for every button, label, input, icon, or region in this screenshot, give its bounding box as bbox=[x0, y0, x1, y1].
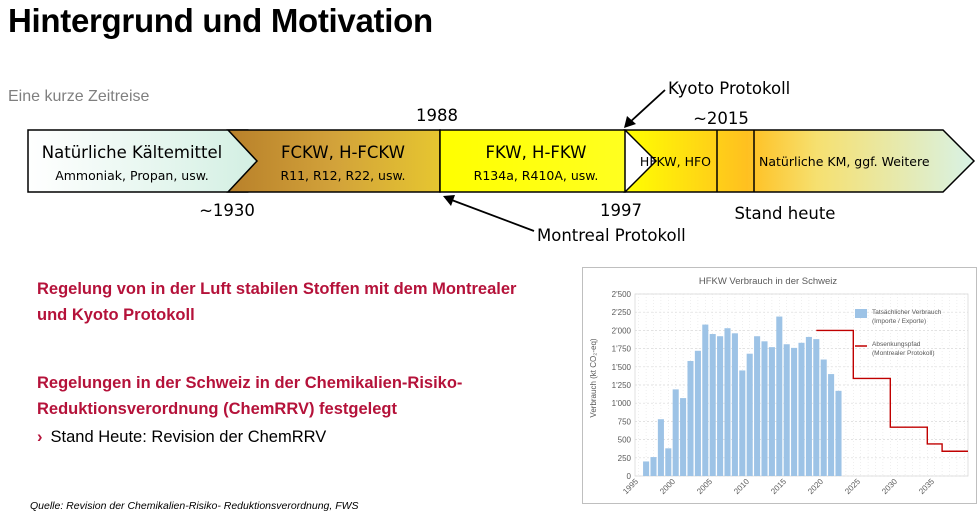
bullet-item: › Stand Heute: Revision der ChemRRV bbox=[37, 428, 326, 447]
chart-bar bbox=[768, 347, 775, 476]
chart-y-axis-label: Verbrauch (kt CO₂-eq) bbox=[589, 338, 598, 417]
chart-bar bbox=[731, 333, 738, 476]
regulation-heading-2: Regelungen in der Schweiz in der Chemika… bbox=[37, 374, 463, 418]
year-label-1988: 1988 bbox=[416, 106, 458, 125]
kyoto-arrow bbox=[628, 89, 666, 124]
timeline-segment-fckw bbox=[226, 129, 441, 193]
x-tick-label: 2010 bbox=[732, 477, 751, 496]
chart-bar bbox=[702, 324, 709, 476]
chart-bar bbox=[739, 370, 746, 476]
segment-examples-natural: Ammoniak, Propan, usw. bbox=[55, 168, 209, 183]
chart-title: HFKW Verbrauch in der Schweiz bbox=[699, 276, 838, 287]
montreal-arrow bbox=[448, 198, 535, 232]
year-label-1930: ~1930 bbox=[199, 201, 255, 220]
segment-title-natural-km: Natürliche KM, ggf. Weitere bbox=[759, 154, 930, 169]
chart-bar bbox=[813, 339, 820, 476]
chart-bar bbox=[746, 353, 753, 476]
montreal-arrowhead bbox=[443, 195, 455, 206]
regulation-heading-1: Regelung von in der Luft stabilen Stoffe… bbox=[37, 280, 517, 324]
stand-heute-label: Stand heute bbox=[735, 204, 836, 223]
chart-bar bbox=[776, 316, 783, 476]
segment-title-natural: Natürliche Kältemittel bbox=[42, 143, 222, 162]
chart-bar bbox=[820, 359, 827, 476]
x-tick-label: 2020 bbox=[806, 477, 825, 496]
bullet-text: Stand Heute: Revision der ChemRRV bbox=[50, 428, 327, 446]
chart-bar bbox=[798, 342, 805, 476]
chart-bar bbox=[672, 389, 679, 476]
y-tick-label: 1'750 bbox=[612, 345, 632, 354]
consumption-chart: HFKW Verbrauch in der Schweiz 0 250 500 750… bbox=[589, 276, 969, 496]
legend-label-path: Absenkungspfad bbox=[872, 341, 921, 348]
chart-bar bbox=[657, 419, 664, 476]
segment-title-fckw: FCKW, H-FCKW bbox=[281, 143, 405, 162]
legend-label-path-sub: (Montrealer Protokoll) bbox=[872, 350, 935, 357]
y-tick-label: 250 bbox=[618, 454, 632, 463]
chart-bar bbox=[694, 350, 701, 476]
page-title: Hintergrund und Motivation bbox=[8, 2, 433, 39]
segment-title-hfkw: HFKW, HFO bbox=[640, 154, 711, 169]
timeline-segment-future bbox=[623, 129, 976, 193]
y-tick-label: 1'500 bbox=[612, 363, 632, 372]
x-tick-label: 2035 bbox=[917, 477, 936, 496]
year-label-2015: ~2015 bbox=[693, 109, 749, 128]
x-tick-label: 2000 bbox=[658, 477, 677, 496]
x-tick-label: 1995 bbox=[621, 477, 640, 496]
chart-bar bbox=[717, 336, 724, 476]
chart-bar bbox=[643, 461, 650, 476]
legend-swatch-actual bbox=[855, 309, 867, 318]
reduction-path-line bbox=[816, 329, 968, 452]
chart-bar bbox=[680, 398, 687, 476]
chart-bar bbox=[754, 336, 761, 476]
y-tick-label: 2'250 bbox=[612, 308, 632, 317]
chart-bar bbox=[783, 344, 790, 476]
kyoto-arrowhead bbox=[624, 116, 636, 128]
y-tick-label: 750 bbox=[618, 417, 632, 426]
y-tick-label: 2'500 bbox=[612, 290, 632, 299]
x-tick-label: 2015 bbox=[769, 477, 788, 496]
bullet-chevron-icon: › bbox=[37, 428, 43, 446]
chart-bar bbox=[828, 374, 835, 476]
legend-label-actual-sub: (Importe / Exporte) bbox=[872, 318, 926, 325]
chart-bar bbox=[650, 457, 657, 476]
kyoto-protocol-label: Kyoto Protokoll bbox=[668, 79, 790, 98]
x-tick-label: 2030 bbox=[880, 477, 899, 496]
y-tick-label: 1'250 bbox=[612, 381, 632, 390]
segment-examples-fkw: R134a, R410A, usw. bbox=[474, 168, 599, 183]
page-subtitle: Eine kurze Zeitreise bbox=[8, 88, 150, 105]
chart-bar bbox=[665, 448, 672, 476]
legend-label-actual: Tatsächlicher Verbrauch bbox=[872, 309, 942, 316]
year-label-1997: 1997 bbox=[600, 201, 642, 220]
chart-bar bbox=[805, 336, 812, 476]
chart-bar bbox=[761, 341, 768, 476]
x-tick-label: 2005 bbox=[695, 477, 714, 496]
chart-bar bbox=[724, 328, 731, 476]
y-tick-label: 500 bbox=[618, 436, 632, 445]
chart-bar bbox=[835, 390, 842, 476]
montreal-protocol-label: Montreal Protokoll bbox=[537, 226, 686, 245]
y-tick-label: 1'000 bbox=[612, 399, 632, 408]
y-tick-label: 0 bbox=[627, 472, 632, 481]
x-tick-label: 2025 bbox=[843, 477, 862, 496]
segment-title-fkw: FKW, H-FKW bbox=[486, 143, 587, 162]
segment-examples-fckw: R11, R12, R22, usw. bbox=[280, 168, 405, 183]
chart-container: HFKW Verbrauch in der Schweiz 0 250 500 750… bbox=[582, 267, 977, 504]
chart-bar bbox=[791, 347, 798, 476]
y-tick-label: 2'000 bbox=[612, 326, 632, 335]
source-note: Quelle: Revision der Chemikalien-Risiko-… bbox=[30, 500, 359, 512]
chart-bar bbox=[709, 334, 716, 476]
chart-bar bbox=[687, 360, 694, 476]
